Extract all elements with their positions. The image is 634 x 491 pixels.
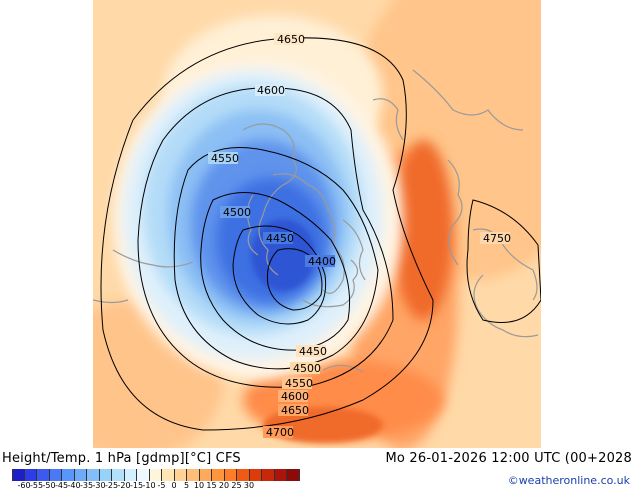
- validity-time: Mo 26-01-2026 12:00 UTC (00+2028: [385, 451, 632, 466]
- contour-label-4400: 4400: [308, 255, 336, 268]
- contour-label-4450-lower: 4450: [299, 345, 327, 358]
- legend-swatch: [62, 469, 75, 481]
- legend-swatch: [262, 469, 275, 481]
- contour-label-4550-upper: 4550: [211, 152, 239, 165]
- legend-tick-label: 25: [231, 481, 242, 490]
- legend-tick-label: 5: [183, 481, 190, 490]
- contour-label-4550-lower: 4550: [285, 377, 313, 390]
- legend-swatch: [162, 469, 175, 481]
- legend-tick-label: -10: [142, 481, 156, 490]
- coastlines: [93, 69, 539, 373]
- source-credit[interactable]: ©weatheronline.co.uk: [507, 474, 630, 487]
- contour-label-4650-lower: 4650: [281, 404, 309, 417]
- legend-swatch: [12, 469, 25, 481]
- contour-label-4450-upper: 4450: [266, 232, 294, 245]
- legend-tick-label: -40: [67, 481, 81, 490]
- legend-swatch: [187, 469, 200, 481]
- contour-label-4600-lower: 4600: [281, 390, 309, 403]
- legend-tick-label: 15: [206, 481, 217, 490]
- legend-swatch: [112, 469, 125, 481]
- legend-tick-label: -25: [104, 481, 119, 490]
- legend-tick-label: -60: [17, 481, 31, 490]
- contour-label-4500-lower: 4500: [293, 362, 321, 375]
- legend-swatch: [249, 469, 262, 481]
- legend-tick-label: 20: [218, 481, 230, 490]
- legend-tick-label: -50: [42, 481, 56, 490]
- color-legend-ticks: -60 -55 -50 -45 -40 -35 -30 -25 -20 -15 -10 -5 0 5 10 1…: [12, 481, 372, 491]
- contour-label-4650-top: 4650: [277, 33, 305, 46]
- legend-swatch: [124, 469, 137, 481]
- height-contours: [100, 37, 541, 431]
- right-margin: [541, 0, 634, 448]
- legend-tick-label: 0: [171, 481, 177, 490]
- contour-label-4750: 4750: [483, 232, 511, 245]
- legend-swatch: [149, 469, 162, 481]
- legend-swatch: [199, 469, 212, 481]
- legend-swatch: [174, 469, 187, 481]
- legend-tick-label: -20: [117, 481, 131, 490]
- legend-tick-label: 10: [193, 481, 205, 490]
- legend-tick-label: -5: [157, 481, 166, 490]
- temperature-field: [93, 0, 541, 448]
- color-legend: [12, 469, 300, 481]
- weather-map[interactable]: 4650 4600 4550 4500 4450 4400 4450 4500 …: [93, 0, 541, 448]
- legend-swatch: [37, 469, 50, 481]
- contour-labels: 4650 4600 4550 4500 4450 4400 4450 4500 …: [208, 33, 511, 439]
- left-margin: [0, 0, 93, 448]
- legend-swatch: [49, 469, 62, 481]
- legend-swatch: [99, 469, 112, 481]
- map-footer: Height/Temp. 1 hPa [gdmp][°C] CFS Mo 26-…: [0, 448, 634, 490]
- legend-swatch: [87, 469, 100, 481]
- legend-tick-label: -30: [92, 481, 106, 490]
- legend-swatch: [224, 469, 237, 481]
- legend-swatch: [74, 469, 87, 481]
- legend-tick-label: 30: [243, 481, 255, 490]
- contour-label-4700: 4700: [266, 426, 294, 439]
- legend-swatch: [137, 469, 150, 481]
- legend-tick-label: -35: [79, 481, 94, 490]
- contour-label-4600-upper: 4600: [257, 84, 285, 97]
- legend-tick-label: -55: [29, 481, 44, 490]
- contour-label-4500-upper: 4500: [223, 206, 251, 219]
- legend-swatch: [24, 469, 37, 481]
- legend-tick-label: -45: [54, 481, 69, 490]
- legend-swatch: [274, 469, 287, 481]
- legend-swatch: [212, 469, 225, 481]
- legend-tick-label: -15: [129, 481, 144, 490]
- legend-swatch: [287, 469, 300, 481]
- legend-swatch: [237, 469, 250, 481]
- map-title: Height/Temp. 1 hPa [gdmp][°C] CFS: [2, 451, 241, 466]
